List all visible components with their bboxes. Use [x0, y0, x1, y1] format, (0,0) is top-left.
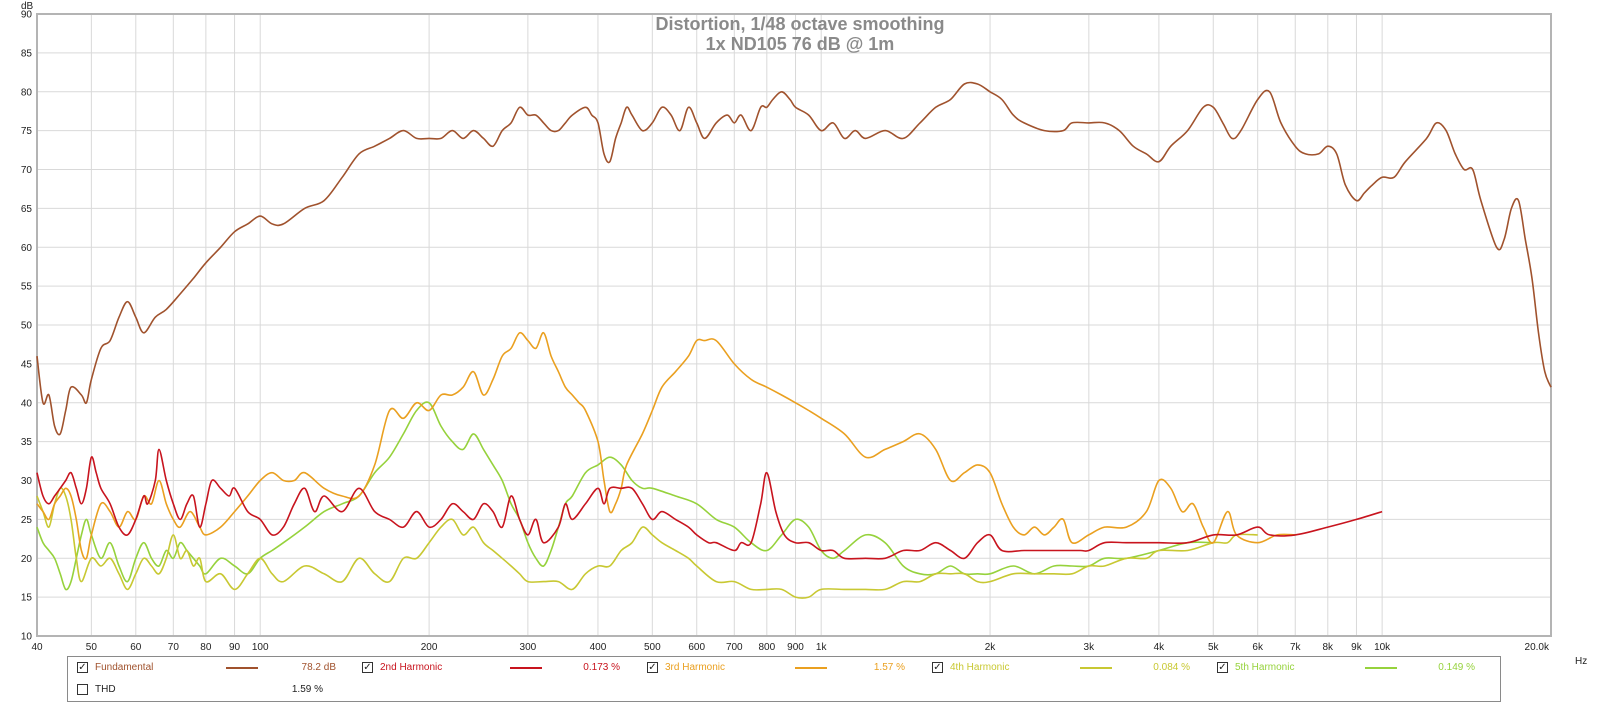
legend-item-thd[interactable]: THD 1.59 %: [77, 682, 343, 698]
x-tick-label: 50: [86, 642, 98, 653]
x-tick-label: 8k: [1322, 642, 1334, 653]
x-tick-labels: 40 50 60 70 80 90 100 200 300 400 500 600 700 800 900 1…: [31, 642, 1550, 653]
y-tick-label: 30: [21, 476, 33, 487]
x-tick-label: 80: [200, 642, 212, 653]
x-tick-label: 300: [520, 642, 537, 653]
plot-area: [36, 81, 1552, 599]
series-line-3rd-harmonic: [36, 331, 1296, 560]
x-tick-label: 40: [31, 642, 43, 653]
y-tick-label: 55: [21, 282, 33, 293]
x-tick-label: 5k: [1208, 642, 1220, 653]
x-tick-label: 2k: [985, 642, 997, 653]
legend-value: 0.149 %: [1438, 662, 1475, 673]
x-tick-label: 400: [590, 642, 607, 653]
y-tick-label: 45: [21, 359, 33, 370]
legend-value: 1.59 %: [291, 684, 323, 695]
y-tick-label: 15: [21, 593, 33, 604]
y-tick-label: 80: [21, 87, 33, 98]
y-tick-label: 85: [21, 48, 33, 59]
x-tick-label: 20.0k: [1525, 642, 1550, 653]
y-tick-labels: 10 15 20 25 30 35 40 45 50 55 60 65 70 75 80 85 90: [21, 10, 33, 643]
y-tick-label: 10: [21, 632, 33, 643]
y-tick-label: 60: [21, 243, 33, 254]
x-tick-label: 6k: [1252, 642, 1264, 653]
legend-label: Fundamental: [95, 662, 154, 673]
x-tick-label: 100: [252, 642, 269, 653]
legend-value: 1.57 %: [873, 662, 905, 673]
legend-swatch: [1365, 667, 1397, 669]
legend-label: THD: [95, 684, 116, 695]
plot-frame: [36, 13, 1552, 637]
legend-checkbox-fundamental[interactable]: ✓: [77, 662, 88, 673]
x-tick-label: 70: [168, 642, 180, 653]
legend-item-5th-harmonic[interactable]: ✓ 5th Harmonic 0.149 %: [1217, 660, 1495, 676]
y-tick-label: 20: [21, 554, 33, 565]
x-tick-label: 600: [688, 642, 705, 653]
legend-swatch: [510, 667, 542, 669]
y-tick-label: 25: [21, 515, 33, 526]
x-tick-label: 3k: [1084, 642, 1096, 653]
x-tick-label: 90: [229, 642, 241, 653]
legend-checkbox-thd[interactable]: [77, 684, 88, 695]
legend-swatch: [795, 667, 827, 669]
legend-item-2nd-harmonic[interactable]: ✓ 2nd Harmonic 0.173 %: [362, 660, 640, 676]
legend-item-4th-harmonic[interactable]: ✓ 4th Harmonic 0.084 %: [932, 660, 1210, 676]
series-line-4th-harmonic: [36, 487, 1258, 599]
y-tick-label: 50: [21, 321, 33, 332]
legend-checkbox-5th-harmonic[interactable]: ✓: [1217, 662, 1228, 673]
x-axis-unit: Hz: [1575, 656, 1587, 667]
series-line-5th-harmonic: [36, 401, 1214, 591]
legend-label: 2nd Harmonic: [380, 662, 443, 673]
legend-swatch: [1080, 667, 1112, 669]
legend-checkbox-4th-harmonic[interactable]: ✓: [932, 662, 943, 673]
chart-title: Distortion, 1/48 octave smoothing: [655, 14, 944, 34]
series-line-fundamental: [36, 81, 1552, 436]
legend: ✓ Fundamental 78.2 dB ✓ 2nd Harmonic 0.173 % ✓…: [67, 656, 1501, 702]
x-tick-label: 1k: [816, 642, 828, 653]
chart-subtitle: 1x ND105 76 dB @ 1m: [706, 34, 895, 54]
y-axis-label: dB: [21, 1, 34, 12]
legend-value: 0.173 %: [583, 662, 620, 673]
legend-checkbox-2nd-harmonic[interactable]: ✓: [362, 662, 373, 673]
x-tick-label: 9k: [1351, 642, 1363, 653]
x-tick-label: 500: [644, 642, 661, 653]
x-tick-label: 7k: [1290, 642, 1302, 653]
legend-swatch: [226, 667, 258, 669]
legend-label: 3rd Harmonic: [665, 662, 726, 673]
legend-item-fundamental[interactable]: ✓ Fundamental 78.2 dB: [77, 660, 356, 676]
y-tick-label: 75: [21, 126, 33, 137]
series-line-2nd-harmonic: [36, 448, 1383, 560]
legend-item-3rd-harmonic[interactable]: ✓ 3rd Harmonic 1.57 %: [647, 660, 925, 676]
x-tick-label: 4k: [1154, 642, 1166, 653]
legend-checkbox-3rd-harmonic[interactable]: ✓: [647, 662, 658, 673]
legend-label: 4th Harmonic: [950, 662, 1010, 673]
legend-label: 5th Harmonic: [1235, 662, 1295, 673]
y-tick-label: 65: [21, 204, 33, 215]
y-tick-label: 90: [21, 10, 33, 21]
x-tick-label: 10k: [1374, 642, 1391, 653]
x-tick-label: 800: [758, 642, 775, 653]
legend-value: 0.084 %: [1153, 662, 1190, 673]
x-tick-label: 60: [130, 642, 142, 653]
x-tick-label: 700: [726, 642, 743, 653]
x-tick-label: 200: [421, 642, 438, 653]
y-tick-label: 35: [21, 437, 33, 448]
y-tick-label: 70: [21, 165, 33, 176]
x-tick-label: 900: [787, 642, 804, 653]
y-tick-label: 40: [21, 398, 33, 409]
legend-value: 78.2 dB: [301, 662, 336, 673]
grid: [36, 13, 1552, 637]
